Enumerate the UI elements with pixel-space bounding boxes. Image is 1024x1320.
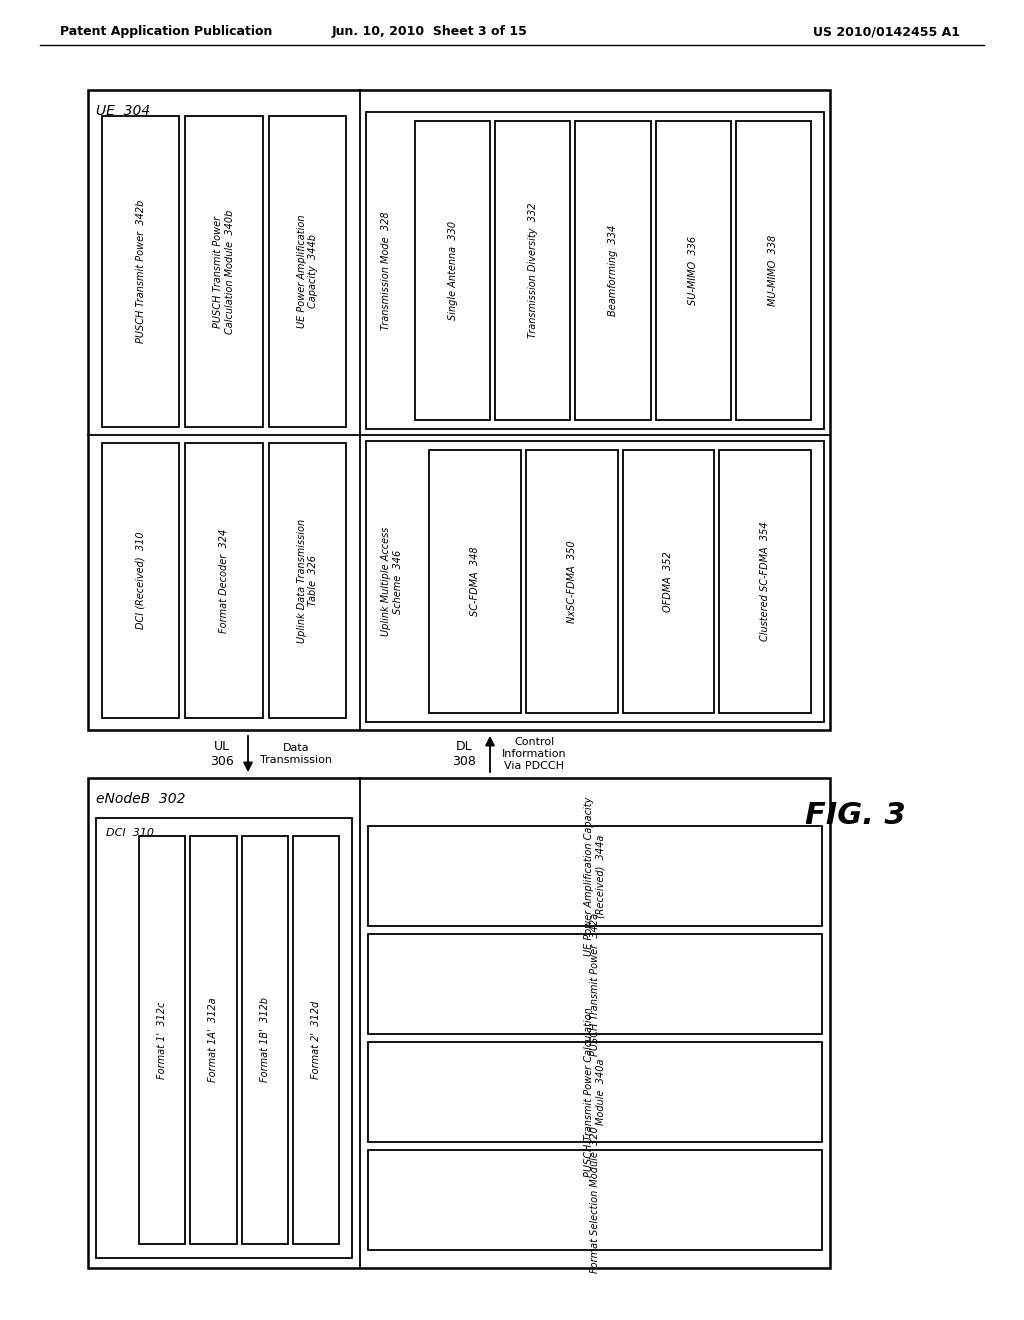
Text: PUSCH Transmit Power  342b: PUSCH Transmit Power 342b — [135, 199, 145, 343]
Bar — [368, 1150, 822, 1250]
Text: Jun. 10, 2010  Sheet 3 of 15: Jun. 10, 2010 Sheet 3 of 15 — [332, 25, 528, 38]
Text: UE  304: UE 304 — [96, 104, 151, 117]
Bar — [655, 121, 731, 420]
Text: Transmission Mode  328: Transmission Mode 328 — [381, 211, 391, 330]
Text: OFDMA  352: OFDMA 352 — [664, 552, 674, 612]
Text: Format 1A'  312a: Format 1A' 312a — [208, 998, 218, 1082]
Text: PUSCH Transmit Power
Calculation Module  340b: PUSCH Transmit Power Calculation Module … — [213, 210, 234, 334]
Bar — [366, 441, 824, 722]
Bar — [415, 121, 490, 420]
Text: Uplink Data Transmission
Table  326: Uplink Data Transmission Table 326 — [297, 519, 318, 643]
Text: UE Power Amplification
Capacity  344b: UE Power Amplification Capacity 344b — [297, 215, 318, 329]
Bar — [293, 836, 339, 1243]
Bar — [368, 1041, 822, 1142]
Text: NxSC-FDMA  350: NxSC-FDMA 350 — [566, 540, 577, 623]
Text: Beamforming  334: Beamforming 334 — [608, 224, 618, 315]
Bar — [268, 444, 346, 718]
Bar — [88, 90, 830, 730]
Bar — [368, 826, 822, 927]
Text: MU-MIMO  338: MU-MIMO 338 — [768, 235, 778, 306]
Bar — [368, 935, 822, 1034]
Bar — [185, 116, 263, 426]
Text: Format 1'  312c: Format 1' 312c — [157, 1002, 167, 1078]
Text: Format 1B'  312b: Format 1B' 312b — [260, 998, 269, 1082]
Text: UL
306: UL 306 — [210, 741, 234, 768]
Text: Clustered SC-FDMA  354: Clustered SC-FDMA 354 — [760, 521, 770, 642]
Text: eNodeB  302: eNodeB 302 — [96, 792, 185, 807]
Text: Data
Transmission: Data Transmission — [260, 743, 332, 764]
Text: DCI (Received)  310: DCI (Received) 310 — [135, 532, 145, 630]
Text: Format Selection Module  320: Format Selection Module 320 — [590, 1126, 600, 1274]
Text: SC-FDMA  348: SC-FDMA 348 — [470, 546, 480, 616]
Text: US 2010/0142455 A1: US 2010/0142455 A1 — [813, 25, 961, 38]
Text: Control
Information
Via PDCCH: Control Information Via PDCCH — [502, 738, 566, 771]
Bar — [719, 450, 811, 713]
Bar — [525, 450, 617, 713]
Text: Format Decoder  324: Format Decoder 324 — [219, 528, 229, 632]
Bar — [190, 836, 237, 1243]
Text: Format 2'  312d: Format 2' 312d — [311, 1001, 321, 1080]
Bar — [366, 112, 824, 429]
Text: UE Power Amplification Capacity
(Received)  344a: UE Power Amplification Capacity (Receive… — [585, 796, 606, 956]
Text: SU-MIMO  336: SU-MIMO 336 — [688, 236, 698, 305]
Text: Single Antenna  330: Single Antenna 330 — [447, 220, 458, 319]
Text: PUSCH Transmit Power  342a: PUSCH Transmit Power 342a — [590, 912, 600, 1056]
Bar — [736, 121, 811, 420]
Bar — [185, 444, 263, 718]
Bar — [102, 444, 179, 718]
Text: DCI  310: DCI 310 — [106, 828, 154, 838]
Text: Transmission Diversity  332: Transmission Diversity 332 — [527, 203, 538, 338]
Text: Uplink Multiple Access
Scheme  346: Uplink Multiple Access Scheme 346 — [381, 527, 402, 636]
Bar — [268, 116, 346, 426]
Bar — [88, 777, 830, 1269]
Text: DL
308: DL 308 — [453, 741, 476, 768]
Bar — [496, 121, 570, 420]
Text: Patent Application Publication: Patent Application Publication — [60, 25, 272, 38]
Bar — [96, 818, 352, 1258]
Bar — [102, 116, 179, 426]
Bar — [242, 836, 288, 1243]
Text: FIG. 3: FIG. 3 — [805, 800, 905, 829]
Text: PUSCH Transmit Power Calculation
Module  340a: PUSCH Transmit Power Calculation Module … — [585, 1007, 606, 1177]
Bar — [575, 121, 650, 420]
Bar — [623, 450, 715, 713]
Bar — [429, 450, 521, 713]
Bar — [139, 836, 185, 1243]
